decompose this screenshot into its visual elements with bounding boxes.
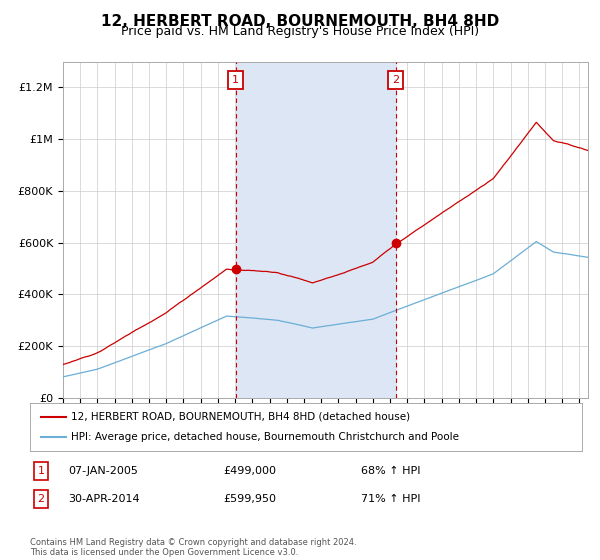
Text: Contains HM Land Registry data © Crown copyright and database right 2024.
This d: Contains HM Land Registry data © Crown c… [30,538,356,557]
Text: 2: 2 [392,74,399,85]
Text: 71% ↑ HPI: 71% ↑ HPI [361,494,421,504]
Text: 68% ↑ HPI: 68% ↑ HPI [361,466,421,476]
Text: £599,950: £599,950 [223,494,276,504]
Text: £499,000: £499,000 [223,466,276,476]
Text: 30-APR-2014: 30-APR-2014 [68,494,140,504]
Text: 2: 2 [37,494,44,504]
Text: 1: 1 [38,466,44,476]
Text: 1: 1 [232,74,239,85]
Text: 12, HERBERT ROAD, BOURNEMOUTH, BH4 8HD (detached house): 12, HERBERT ROAD, BOURNEMOUTH, BH4 8HD (… [71,412,410,422]
Text: Price paid vs. HM Land Registry's House Price Index (HPI): Price paid vs. HM Land Registry's House … [121,25,479,38]
Text: 07-JAN-2005: 07-JAN-2005 [68,466,139,476]
Text: HPI: Average price, detached house, Bournemouth Christchurch and Poole: HPI: Average price, detached house, Bour… [71,432,460,442]
Text: 12, HERBERT ROAD, BOURNEMOUTH, BH4 8HD: 12, HERBERT ROAD, BOURNEMOUTH, BH4 8HD [101,14,499,29]
Bar [236,62,396,398]
